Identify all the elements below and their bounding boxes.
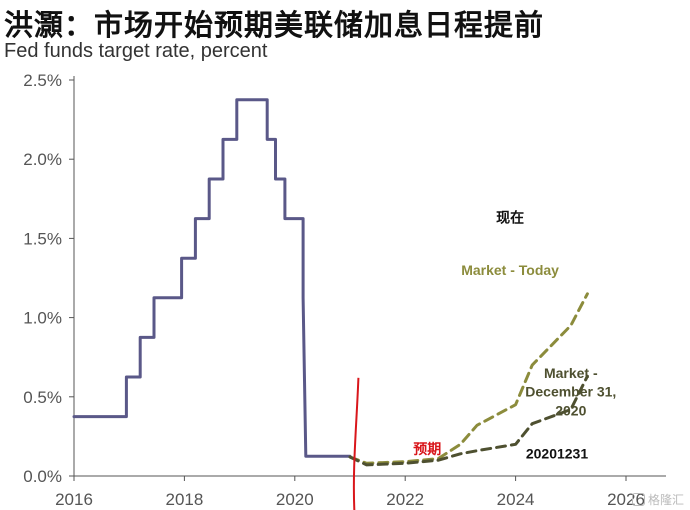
annotation-forecast-cn: 预期: [413, 442, 441, 458]
series-line-market-dec31: [348, 374, 589, 467]
annotation-line: 预期: [413, 442, 441, 458]
annotation-line: 2020: [555, 402, 586, 418]
annotation-date-label: 20201231: [526, 446, 589, 462]
annotation-dec31-label: Market - December 31, 2020: [525, 365, 616, 419]
logo-icon: [631, 493, 645, 506]
y-tick-label: 2.5%: [23, 71, 62, 90]
y-tick-label: 2.0%: [23, 150, 62, 169]
chart-annotations: 现在 Market - Today Market - December 31, 2020…: [413, 210, 616, 462]
page-headline: 洪灝：市场开始预期美联储加息日程提前: [4, 8, 545, 42]
y-tick-label: 0.5%: [23, 388, 62, 407]
x-tick-label: 2024: [497, 490, 535, 509]
x-tick-label: 2016: [55, 490, 93, 509]
y-tick-label: 1.5%: [23, 229, 62, 248]
annotation-line: December 31,: [525, 384, 616, 400]
y-axis-ticks: 0.0% 0.5% 1.0% 1.5% 2.0% 2.5%: [23, 71, 74, 486]
x-tick-label: 2022: [386, 490, 424, 509]
watermark: 格隆汇: [631, 491, 684, 508]
series-line-fed-rate: [72, 98, 352, 458]
chart-series: [72, 98, 589, 510]
series-line-market-today: [348, 292, 589, 465]
watermark-text: 格隆汇: [647, 493, 684, 507]
x-axis-ticks: 2016 2018 2020 2022 2024 2026: [55, 476, 645, 509]
annotation-line: 20201231: [526, 446, 589, 462]
annotation-today-cn: 现在: [496, 210, 524, 227]
forecast-marker-line: [352, 377, 360, 510]
chart-subtitle: Fed funds target rate, percent: [4, 40, 268, 62]
x-tick-label: 2018: [165, 490, 203, 509]
y-tick-label: 1.0%: [23, 309, 62, 328]
y-tick-label: 0.0%: [23, 467, 62, 486]
annotation-line: 现在: [496, 210, 524, 227]
annotation-line: Market -: [544, 365, 598, 381]
annotation-today-label: Market - Today: [461, 262, 559, 278]
annotation-line: Market - Today: [461, 262, 559, 278]
chart-axes: [73, 76, 666, 477]
x-tick-label: 2026: [607, 490, 645, 509]
x-tick-label: 2020: [276, 490, 314, 509]
